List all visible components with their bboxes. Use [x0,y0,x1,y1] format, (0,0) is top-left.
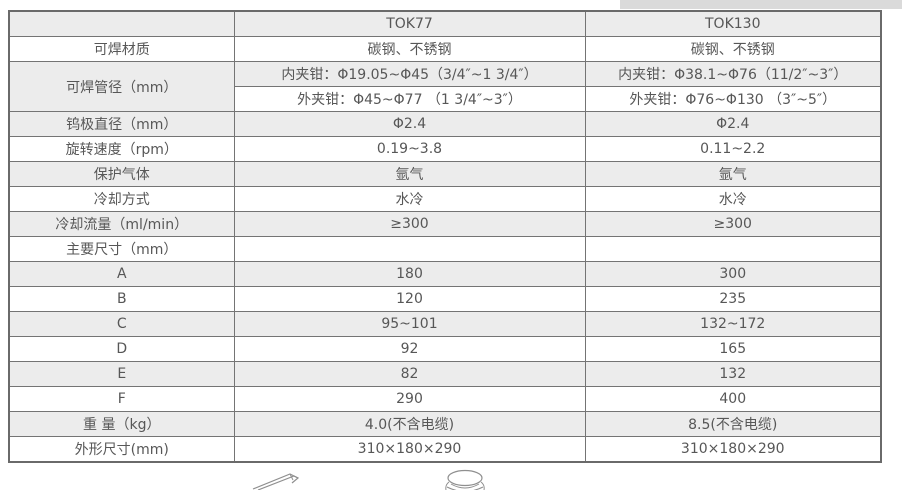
row-label: 可焊材质 [8,36,235,62]
table-row-cooling-flow: 冷却流量（ml/min） ≥300 ≥300 [8,211,882,237]
row-label: 冷却流量（ml/min） [8,211,235,237]
header-cell-tok77: TOK77 [233,10,586,37]
spec-cell: ≥300 [233,211,586,237]
table-row-dim-f: F 290 400 [8,386,882,412]
spec-cell: 120 [233,286,586,312]
row-label: C [8,311,235,337]
row-label: 钨极直径（mm） [8,111,235,137]
row-label: 旋转速度（rpm） [8,136,235,162]
spec-cell: ≥300 [584,211,882,237]
table-row-dim-c: C 95~101 132~172 [8,311,882,337]
spec-cell [233,236,586,262]
top-right-grey-strip [620,0,902,9]
table-row-main-dimensions: 主要尺寸（mm） [8,236,882,262]
row-label: 外形尺寸(mm) [8,436,235,463]
partial-device-sketch-icon [252,472,316,490]
spec-cell: Φ2.4 [233,111,586,137]
spec-cell: 300 [584,261,882,287]
row-label-pipe-diameter: 可焊管径（mm） [8,61,235,112]
spec-cell: 碳钢、不锈钢 [584,36,882,62]
row-label: D [8,336,235,362]
table-row-pipe-inner: 可焊管径（mm） 内夹钳：Φ19.05~Φ45（3/4″~1 3/4″） 内夹钳… [8,61,882,112]
table-row-overall-size: 外形尺寸(mm) 310×180×290 310×180×290 [8,436,882,463]
spec-cell: 235 [584,286,882,312]
spec-cell: 水冷 [233,186,586,212]
spec-cell: 180 [233,261,586,287]
spec-cell: 132~172 [584,311,882,337]
spec-cell: 内夹钳：Φ38.1~Φ76（11/2″~3″） [584,61,882,87]
row-label: B [8,286,235,312]
spec-cell: 132 [584,361,882,387]
spec-table: TOK77 TOK130 可焊材质 碳钢、不锈钢 碳钢、不锈钢 可焊管径（mm）… [8,10,882,463]
table-row-dim-a: A 180 300 [8,261,882,287]
spec-cell: 310×180×290 [233,436,586,463]
row-label: E [8,361,235,387]
spec-cell: 氩气 [584,161,882,187]
table-row-dim-b: B 120 235 [8,286,882,312]
spec-cell: 290 [233,386,586,412]
table-row-dim-d: D 92 165 [8,336,882,362]
row-label: 主要尺寸（mm） [8,236,235,262]
spec-cell: 95~101 [233,311,586,337]
spec-cell: 外夹钳：Φ76~Φ130 （3″~5″） [584,86,882,112]
header-cell-empty [8,10,235,37]
table-row-material: 可焊材质 碳钢、不锈钢 碳钢、不锈钢 [8,36,882,62]
spec-cell: 内夹钳：Φ19.05~Φ45（3/4″~1 3/4″） [233,61,586,87]
row-label: A [8,261,235,287]
header-row: TOK77 TOK130 [8,10,882,37]
row-label: 保护气体 [8,161,235,187]
spec-cell: 0.11~2.2 [584,136,882,162]
table-row-electrode: 钨极直径（mm） Φ2.4 Φ2.4 [8,111,882,137]
spec-cell: 4.0(不含电缆) [233,411,586,437]
table-row-pipe-outer: 外夹钳：Φ45~Φ77 （1 3/4″~3″） 外夹钳：Φ76~Φ130 （3″… [9,86,882,112]
partial-knob-sketch-icon [438,468,492,490]
spec-cell [584,236,882,262]
table-row-rotation-speed: 旋转速度（rpm） 0.19~3.8 0.11~2.2 [8,136,882,162]
spec-cell: 0.19~3.8 [233,136,586,162]
spec-cell: 400 [584,386,882,412]
spec-cell: 310×180×290 [584,436,882,463]
table-row-weight: 重 量（kg） 4.0(不含电缆) 8.5(不含电缆) [8,411,882,437]
spec-cell: 氩气 [233,161,586,187]
row-label: 重 量（kg） [8,411,235,437]
spec-cell: Φ2.4 [584,111,882,137]
spec-cell: 8.5(不含电缆) [584,411,882,437]
row-label: 冷却方式 [8,186,235,212]
spec-cell: 水冷 [584,186,882,212]
table-row-dim-e: E 82 132 [8,361,882,387]
spec-cell: 165 [584,336,882,362]
spec-cell: 82 [233,361,586,387]
spec-cell: 碳钢、不锈钢 [233,36,586,62]
spec-cell: 92 [233,336,586,362]
header-cell-tok130: TOK130 [584,10,882,37]
spec-cell: 外夹钳：Φ45~Φ77 （1 3/4″~3″） [233,86,586,112]
table-row-shield-gas: 保护气体 氩气 氩气 [8,161,882,187]
table-row-cooling-method: 冷却方式 水冷 水冷 [8,186,882,212]
row-label: F [8,386,235,412]
